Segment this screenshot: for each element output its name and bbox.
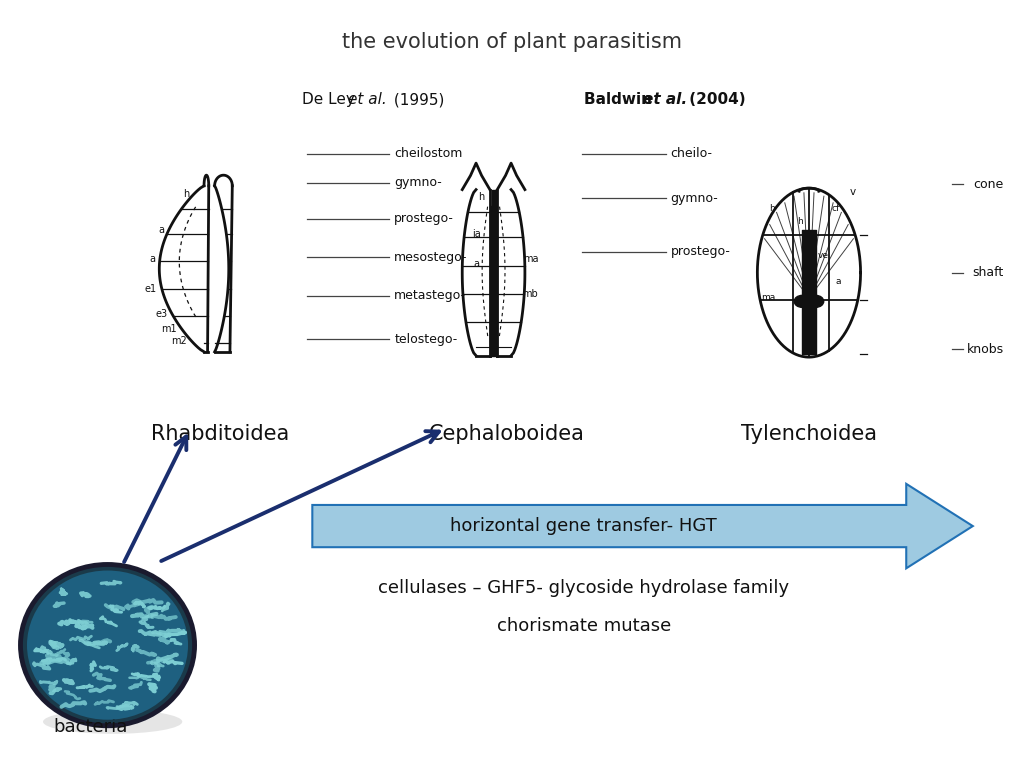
Text: the evolution of plant parasitism: the evolution of plant parasitism [342,32,682,52]
Text: ve: ve [818,251,829,260]
Text: knobs: knobs [967,343,1004,356]
Text: mb: mb [522,289,539,299]
Text: De Ley: De Ley [302,92,359,108]
Text: ma: ma [761,293,775,303]
Text: cf: cf [831,204,840,213]
Text: et al.: et al. [348,92,387,108]
Text: cone: cone [973,178,1004,190]
Text: Rhabditoidea: Rhabditoidea [151,424,290,444]
Text: bacteria: bacteria [53,718,127,737]
Text: a: a [836,276,841,286]
Text: h: h [769,204,775,213]
Text: m2: m2 [171,336,187,346]
Text: Cephaloboidea: Cephaloboidea [429,424,585,444]
Text: e1: e1 [145,283,157,294]
Text: h: h [798,217,803,227]
Text: (1995): (1995) [389,92,444,108]
Text: prostego-: prostego- [394,213,454,225]
Text: shaft: shaft [972,266,1004,279]
Text: gymno-: gymno- [671,192,719,204]
Text: horizontal gene transfer- HGT: horizontal gene transfer- HGT [451,517,717,535]
Text: h: h [478,192,484,202]
Text: h: h [183,189,189,199]
Text: a: a [158,225,164,235]
Text: ia: ia [472,229,480,239]
Text: m1: m1 [161,323,177,334]
Text: a: a [150,254,156,264]
Text: prostego-: prostego- [671,246,730,258]
Polygon shape [312,484,973,568]
Circle shape [808,296,823,307]
Ellipse shape [27,571,188,720]
Text: et al.: et al. [643,92,687,108]
Text: (2004): (2004) [684,92,745,108]
Ellipse shape [20,564,195,726]
Text: ma: ma [522,253,539,263]
Text: cheilo-: cheilo- [671,147,713,160]
Text: telostego-: telostego- [394,333,458,346]
Text: v: v [850,187,856,197]
Text: a: a [473,259,479,269]
Text: cheilostom: cheilostom [394,147,463,160]
Text: Baldwin: Baldwin [584,92,657,108]
Text: cellulases – GHF5- glycoside hydrolase family: cellulases – GHF5- glycoside hydrolase f… [378,578,790,597]
Circle shape [795,296,810,307]
Text: e3: e3 [156,309,167,319]
Text: mesostego-: mesostego- [394,251,468,263]
Ellipse shape [43,710,182,734]
Text: chorismate mutase: chorismate mutase [497,617,671,635]
Text: metastego-: metastego- [394,290,466,302]
Text: gymno-: gymno- [394,177,442,189]
Text: Tylenchoidea: Tylenchoidea [741,424,877,444]
